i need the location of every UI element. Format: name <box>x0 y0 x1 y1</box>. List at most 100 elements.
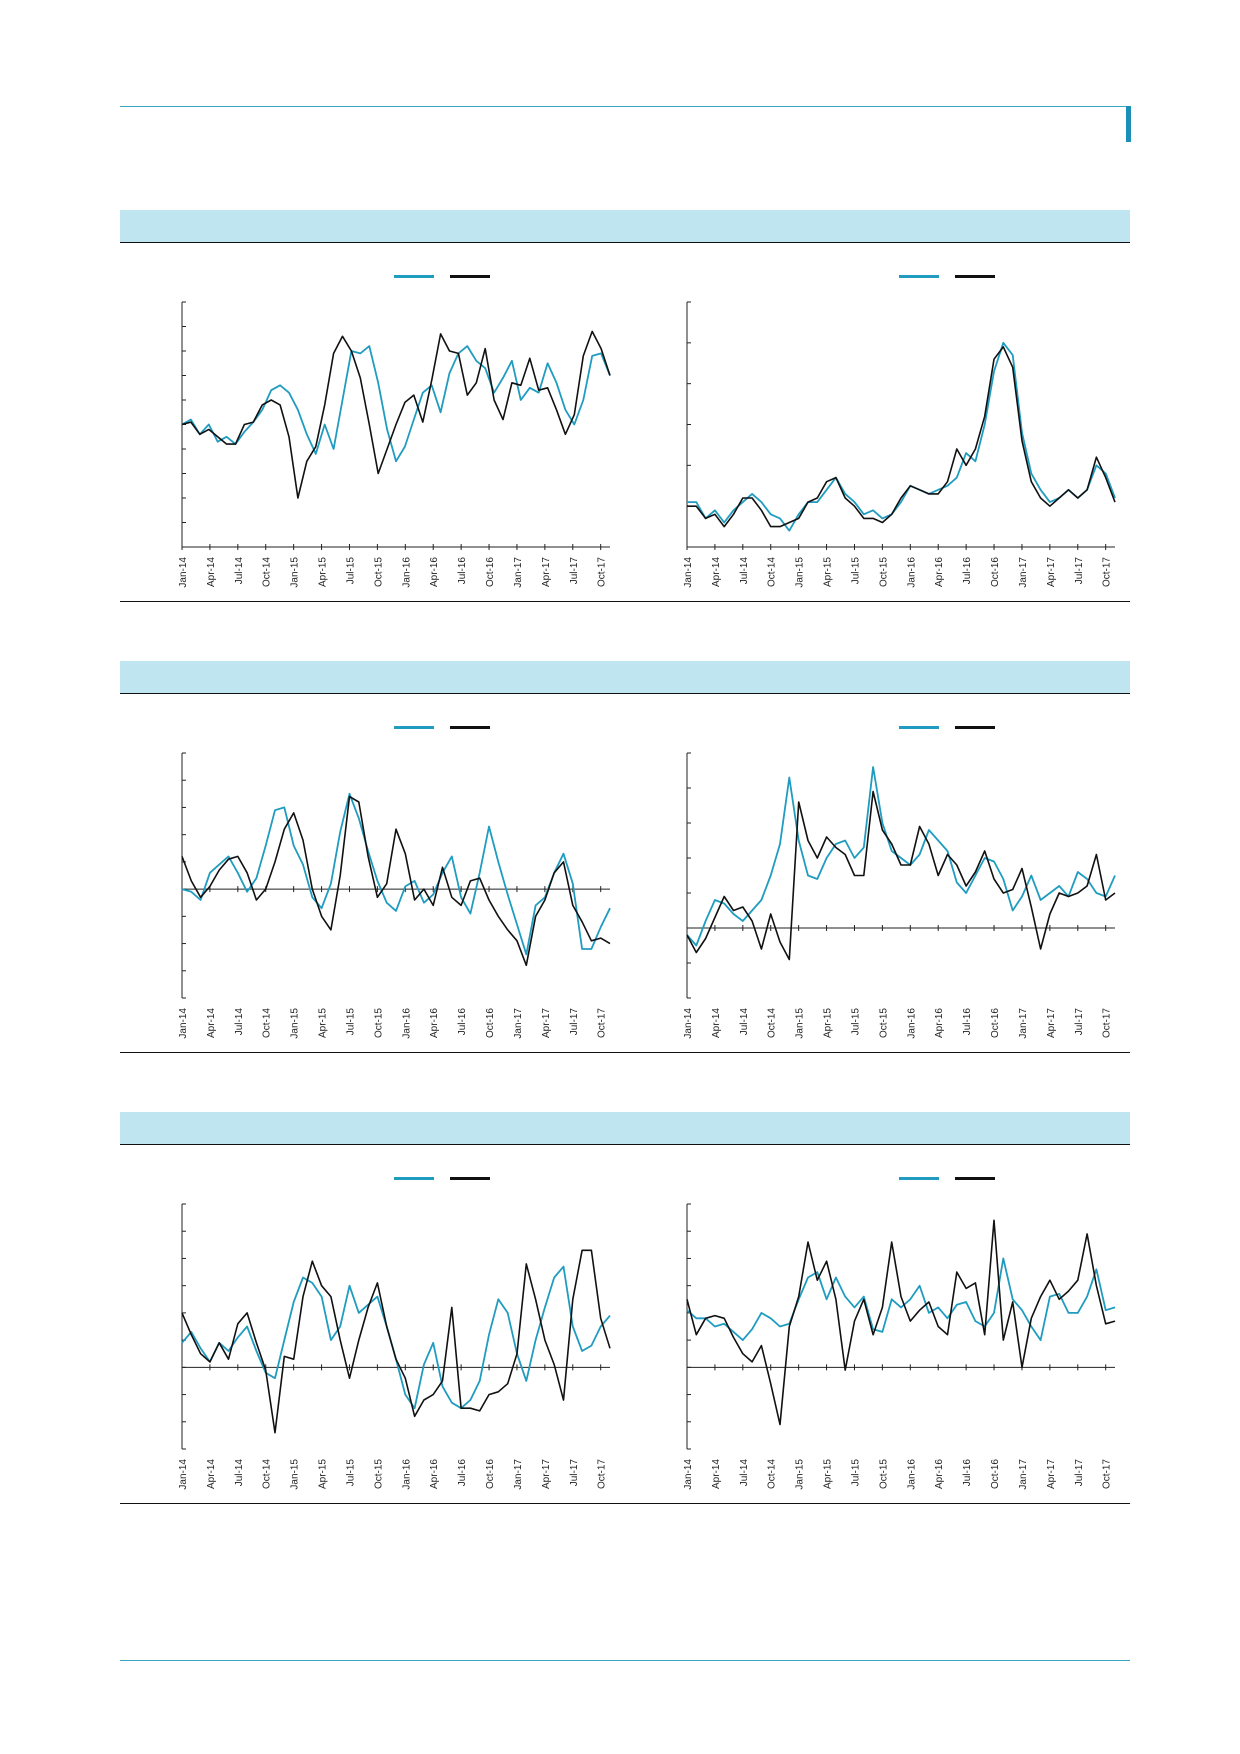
series-b-line <box>686 1219 1116 1426</box>
x-tick-label: Oct-17 <box>1102 557 1113 587</box>
x-tick-label: Apr-15 <box>823 1008 834 1038</box>
x-tick-label: Jul-16 <box>962 557 973 585</box>
chart-legend <box>394 1173 490 1185</box>
series-b-line <box>181 1249 611 1434</box>
x-tick-label: Apr-16 <box>934 1459 945 1489</box>
x-tick-label: Jan-17 <box>1018 1008 1029 1039</box>
x-tick-label: Jan-16 <box>401 1459 412 1490</box>
chart-legend <box>394 722 490 734</box>
x-tick-label: Apr-16 <box>429 557 440 587</box>
x-tick-label: Oct-14 <box>262 557 273 587</box>
x-tick-label: Apr-14 <box>711 1008 722 1038</box>
x-tick-label: Oct-16 <box>485 1459 496 1489</box>
line-chart: Jan-14 Apr-14 Jul-14 Oct-14 Jan-15 Apr-15 Jul-… <box>178 752 611 1039</box>
x-tick-label: Jan-15 <box>290 1459 301 1490</box>
x-tick-label: Apr-17 <box>541 557 552 587</box>
x-tick-label: Apr-14 <box>206 1459 217 1489</box>
x-tick-label: Oct-17 <box>597 557 608 587</box>
x-tick-label: Jan-16 <box>401 557 412 588</box>
legend-key-series-b <box>450 726 490 729</box>
section-bottom-rule <box>120 601 1130 602</box>
x-tick-label: Jul-14 <box>234 1008 245 1036</box>
x-tick-label: Apr-14 <box>711 1459 722 1489</box>
x-tick-label: Jan-17 <box>513 1008 524 1039</box>
line-chart: Jan-14 Apr-14 Jul-14 Oct-14 Jan-15 Apr-15 Jul-… <box>683 301 1116 588</box>
legend-key-series-b <box>955 275 995 278</box>
x-tick-label: Jan-15 <box>795 1459 806 1490</box>
x-tick-label: Apr-15 <box>318 1008 329 1038</box>
x-tick-label: Jan-17 <box>513 1459 524 1490</box>
series-b-line <box>686 790 1116 961</box>
legend-key-series-b <box>955 1177 995 1180</box>
section-header-1 <box>120 210 1130 243</box>
x-tick-label: Jul-15 <box>345 1008 356 1036</box>
page-top-rule <box>120 106 1130 107</box>
x-tick-label: Apr-15 <box>823 1459 834 1489</box>
legend-key-series-b <box>955 726 995 729</box>
x-tick-label: Apr-17 <box>1046 1008 1057 1038</box>
x-tick-label: Jan-17 <box>513 557 524 588</box>
x-tick-label: Oct-16 <box>485 1008 496 1038</box>
x-tick-label: Apr-17 <box>541 1008 552 1038</box>
x-tick-label: Jul-14 <box>234 1459 245 1487</box>
chart-legend <box>394 271 490 283</box>
x-tick-label: Jan-17 <box>1018 1459 1029 1490</box>
x-tick-label: Jan-16 <box>906 557 917 588</box>
section-bottom-rule <box>120 1503 1130 1504</box>
x-tick-label: Jul-17 <box>569 1459 580 1487</box>
legend-key-series-a <box>899 1177 939 1180</box>
x-tick-label: Apr-15 <box>823 557 834 587</box>
x-tick-label: Jan-15 <box>795 1008 806 1039</box>
line-chart: Jan-14 Apr-14 Jul-14 Oct-14 Jan-15 Apr-15 Jul-… <box>178 1203 611 1490</box>
x-tick-label: Oct-14 <box>767 1459 778 1489</box>
chart-legend <box>899 1173 995 1185</box>
chart-legend <box>899 271 995 283</box>
legend-key-series-a <box>394 275 434 278</box>
legend-key-series-a <box>899 726 939 729</box>
line-chart: Jan-14 Apr-14 Jul-14 Oct-14 Jan-15 Apr-15 Jul-… <box>683 1203 1116 1490</box>
series-a-line <box>181 345 611 463</box>
series-a-line <box>687 341 1116 532</box>
x-tick-label: Jul-17 <box>569 1008 580 1036</box>
x-tick-label: Jul-14 <box>234 557 245 585</box>
x-tick-label: Jul-14 <box>739 557 750 585</box>
x-tick-label: Oct-14 <box>767 1008 778 1038</box>
x-tick-label: Oct-15 <box>373 1008 384 1038</box>
x-tick-label: Jul-16 <box>457 1459 468 1487</box>
series-b-line <box>181 330 611 499</box>
section-3: Jan-14 Apr-14 Jul-14 Oct-14 Jan-15 Apr-15 Jul-… <box>120 1112 1130 1504</box>
legend-key-series-b <box>450 1177 490 1180</box>
x-tick-label: Jan-16 <box>906 1008 917 1039</box>
x-tick-label: Oct-14 <box>262 1459 273 1489</box>
x-tick-label: Jul-15 <box>345 1459 356 1487</box>
series-a-line <box>181 1265 611 1410</box>
x-tick-label: Jul-17 <box>1074 557 1085 585</box>
section-1: Jan-14 Apr-14 Jul-14 Oct-14 Jan-15 Apr-15 Jul-… <box>120 210 1130 602</box>
x-tick-label: Oct-17 <box>1102 1008 1113 1038</box>
x-tick-label: Jan-14 <box>683 1459 694 1490</box>
x-tick-label: Apr-14 <box>206 1008 217 1038</box>
chart-panel-1: Jan-14 Apr-14 Jul-14 Oct-14 Jan-15 Apr-15 Jul-… <box>120 242 625 600</box>
x-tick-label: Jan-16 <box>401 1008 412 1039</box>
x-tick-label: Oct-15 <box>878 1459 889 1489</box>
x-tick-label: Jul-16 <box>457 1008 468 1036</box>
x-tick-label: Oct-16 <box>485 557 496 587</box>
section-header-3 <box>120 1112 1130 1145</box>
line-chart: Jan-14 Apr-14 Jul-14 Oct-14 Jan-15 Apr-15 Jul-… <box>683 752 1116 1039</box>
legend-key-series-a <box>394 726 434 729</box>
x-tick-label: Oct-17 <box>597 1459 608 1489</box>
x-tick-label: Oct-16 <box>990 1008 1001 1038</box>
series-a-line <box>181 792 611 956</box>
x-tick-label: Jul-14 <box>739 1008 750 1036</box>
x-tick-label: Jul-16 <box>962 1008 973 1036</box>
legend-key-series-b <box>450 275 490 278</box>
x-tick-label: Jan-14 <box>683 1008 694 1039</box>
x-tick-label: Jan-14 <box>178 1008 189 1039</box>
x-tick-label: Apr-17 <box>1046 1459 1057 1489</box>
x-tick-label: Jul-16 <box>962 1459 973 1487</box>
x-tick-label: Oct-15 <box>373 1459 384 1489</box>
x-tick-label: Apr-14 <box>206 557 217 587</box>
x-tick-label: Jul-16 <box>457 557 468 585</box>
section-2: Jan-14 Apr-14 Jul-14 Oct-14 Jan-15 Apr-15 Jul-… <box>120 661 1130 1053</box>
chart-panel-6: Jan-14 Apr-14 Jul-14 Oct-14 Jan-15 Apr-15 Jul-… <box>625 1144 1130 1502</box>
